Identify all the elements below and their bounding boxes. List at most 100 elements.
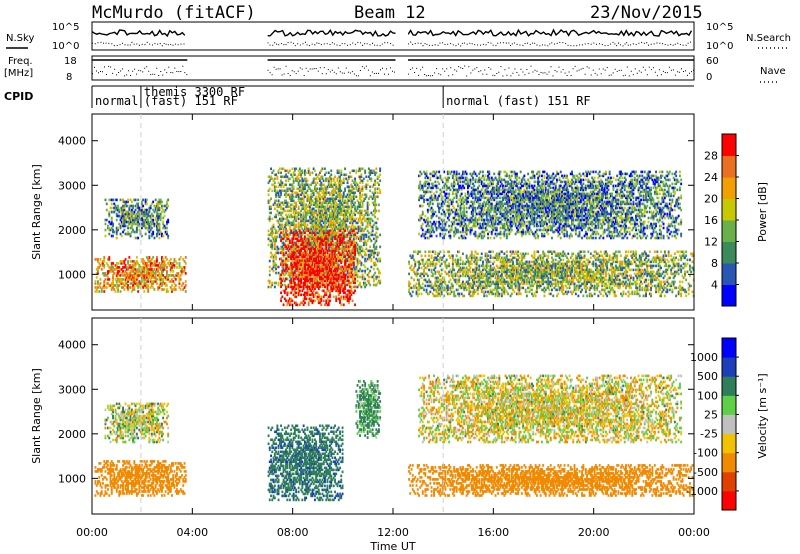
heatmap-cell — [292, 207, 295, 211]
heatmap-cell — [147, 288, 150, 291]
heatmap-cell — [291, 185, 294, 189]
heatmap-cell — [130, 266, 133, 269]
heatmap-cell — [147, 220, 150, 224]
heatmap-cell — [424, 284, 427, 288]
heatmap-cell — [450, 290, 453, 294]
heatmap-cell — [164, 230, 167, 234]
heatmap-cell — [137, 236, 140, 240]
heatmap-cell — [104, 222, 107, 226]
heatmap-cell — [138, 212, 141, 216]
heatmap-cell — [156, 234, 158, 238]
heatmap-cell — [169, 280, 172, 283]
heatmap-cell — [150, 202, 153, 206]
heatmap-cell — [109, 284, 112, 287]
heatmap-cell — [99, 264, 102, 267]
heatmap-cell — [174, 278, 177, 281]
heatmap-cell — [153, 276, 156, 279]
nsky-strip-frame — [91, 21, 695, 51]
heatmap-cell — [334, 231, 336, 234]
heatmap-cell — [119, 280, 122, 283]
heatmap-cell — [273, 253, 276, 257]
heatmap-cell — [123, 220, 126, 224]
heatmap-cell — [120, 262, 123, 265]
heatmap-cell — [142, 220, 145, 224]
heatmap-cell — [277, 265, 280, 269]
heatmap-cell — [157, 268, 160, 271]
heatmap-cell — [138, 268, 141, 271]
heatmap-cell — [145, 226, 148, 230]
heatmap-cell — [142, 260, 145, 263]
heatmap-cell — [276, 231, 279, 235]
heatmap-cell — [149, 228, 152, 232]
heatmap-cell — [135, 260, 138, 263]
heatmap-cell — [142, 210, 145, 214]
heatmap-cell — [120, 210, 123, 214]
heatmap-cell — [129, 232, 132, 236]
heatmap-cell — [309, 243, 311, 246]
heatmap-cell — [285, 265, 287, 269]
heatmap-cell — [352, 169, 355, 173]
heatmap-cell — [162, 216, 165, 220]
heatmap-cell — [133, 274, 136, 277]
heatmap-cell — [119, 262, 122, 265]
heatmap-cell — [112, 230, 114, 234]
heatmap-cell — [292, 215, 295, 219]
heatmap-cell — [179, 256, 182, 259]
heatmap-cell — [300, 231, 303, 234]
heatmap-cell — [156, 260, 158, 263]
heatmap-cell — [156, 256, 158, 259]
heatmap-cell — [285, 257, 287, 260]
heatmap-cell — [97, 268, 99, 271]
heatmap-cell — [120, 216, 123, 220]
heatmap-cell — [168, 260, 171, 263]
heatmap-cell — [154, 274, 157, 277]
heatmap-cell — [298, 289, 301, 293]
heatmap-cell — [291, 243, 294, 247]
heatmap-cell — [162, 220, 165, 224]
heatmap-cell — [282, 203, 285, 207]
heatmap-cell — [120, 212, 123, 216]
heatmap-cell — [110, 284, 113, 287]
heatmap-cell — [112, 270, 114, 273]
heatmap-cell — [276, 177, 279, 181]
heatmap-cell — [142, 258, 145, 261]
heatmap-cell — [112, 210, 114, 214]
heatmap-cell — [277, 229, 280, 233]
heatmap-cell — [280, 235, 282, 239]
heatmap-cell — [98, 284, 101, 287]
heatmap-cell — [375, 231, 378, 235]
heatmap-cell — [272, 257, 275, 261]
heatmap-cell — [123, 218, 126, 222]
heatmap-cell — [457, 288, 459, 292]
heatmap-cell — [293, 225, 296, 229]
heatmap-cell — [163, 262, 166, 265]
heatmap-cell — [108, 284, 111, 287]
heatmap-cell — [283, 253, 286, 257]
heatmap-cell — [133, 266, 136, 269]
heatmap-cell — [282, 189, 285, 193]
heatmap-cell — [334, 175, 336, 179]
heatmap-cell — [150, 276, 153, 279]
heatmap-cell — [158, 208, 161, 212]
heatmap-cell — [290, 279, 293, 283]
heatmap-cell — [130, 218, 133, 222]
heatmap-cell — [276, 251, 279, 255]
heatmap-cell — [281, 261, 284, 265]
heatmap-cell — [150, 218, 153, 222]
heatmap-cell — [340, 233, 343, 236]
heatmap-cell — [370, 265, 373, 269]
heatmap-cell — [171, 264, 173, 267]
heatmap-cell — [154, 204, 157, 208]
heatmap-cell — [287, 235, 290, 238]
heatmap-cell — [277, 185, 280, 189]
heatmap-cell — [161, 206, 163, 210]
heatmap-cell — [110, 202, 113, 206]
heatmap-cell — [107, 226, 109, 230]
heatmap-cell — [347, 241, 350, 244]
heatmap-cell — [174, 274, 177, 277]
heatmap-cell — [118, 208, 121, 212]
heatmap-cell — [278, 211, 281, 215]
heatmap-cell — [411, 254, 414, 258]
heatmap-cell — [94, 282, 97, 285]
heatmap-cell — [340, 295, 343, 299]
